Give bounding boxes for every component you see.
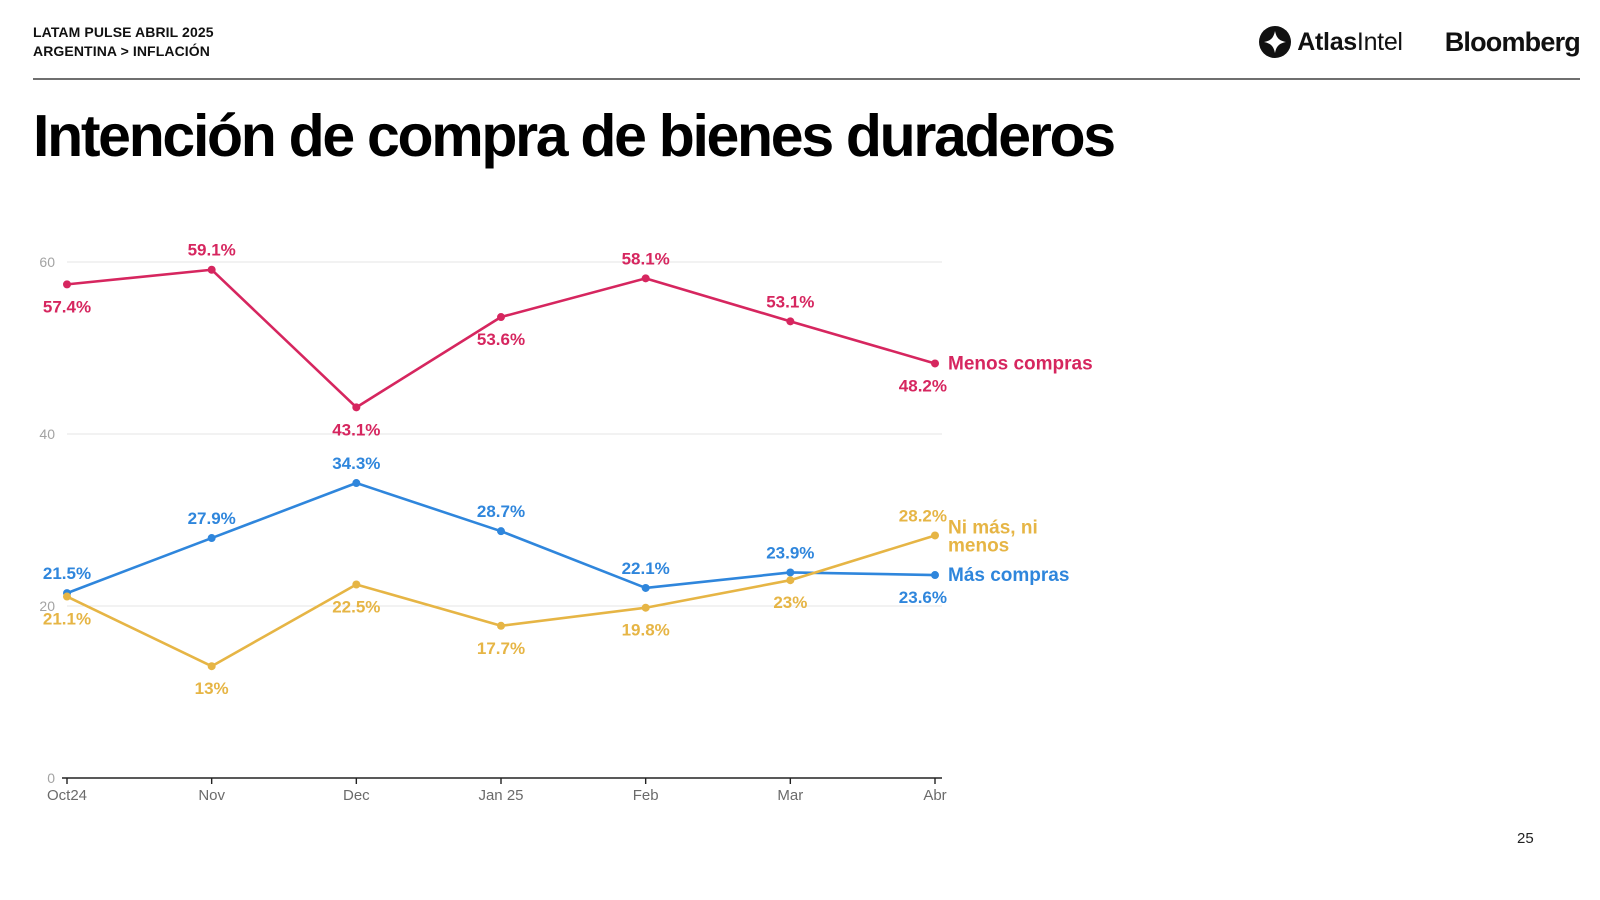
data-label: 19.8% [622, 621, 670, 640]
data-label: 27.9% [188, 509, 236, 528]
data-point [641, 583, 650, 592]
page-title: Intención de compra de bienes duraderos [33, 103, 1116, 169]
x-tick-label: Dec [343, 787, 370, 804]
data-point [352, 403, 361, 412]
data-point [207, 265, 216, 274]
data-point [497, 621, 505, 630]
data-point [641, 274, 650, 283]
data-label: 21.1% [43, 610, 91, 629]
x-tick-label: Oct24 [47, 787, 87, 804]
data-label: 13% [195, 679, 229, 698]
data-point [786, 568, 795, 577]
series-label-line1: Ni más, ni [948, 517, 1038, 538]
atlasintel-mark-icon [1259, 26, 1292, 58]
x-tick-label: Mar [777, 787, 803, 804]
report-title: LATAM PULSE ABRIL 2025 [33, 24, 214, 40]
data-label: 43.1% [332, 420, 380, 439]
data-label: 17.7% [477, 639, 525, 658]
data-label: 23% [773, 593, 807, 612]
data-point [207, 662, 216, 671]
series-label-line2: menos [948, 535, 1009, 556]
y-tick-label: 0 [47, 770, 55, 786]
data-label: 28.7% [477, 502, 525, 521]
data-label: 22.1% [622, 559, 670, 578]
data-label: 21.5% [43, 564, 91, 583]
data-point [641, 603, 650, 612]
breadcrumb: ARGENTINA > INFLACIÓN [33, 43, 210, 59]
x-tick-label: Feb [633, 787, 659, 804]
y-tick-label: 20 [39, 598, 55, 614]
data-point [352, 479, 361, 488]
data-point [352, 580, 361, 589]
data-label: 59.1% [188, 241, 236, 260]
data-point [63, 592, 71, 601]
data-label: 53.1% [766, 292, 814, 311]
x-tick-label: Jan 25 [478, 787, 523, 804]
report-header: LATAM PULSE ABRIL 2025 ARGENTINA > INFLA… [33, 22, 1581, 80]
bloomberg-logo: Bloomberg [1444, 26, 1581, 57]
data-label: 57.4% [43, 297, 91, 316]
data-point [931, 531, 939, 540]
data-point [207, 534, 216, 543]
data-point [497, 527, 505, 536]
data-label: 23.9% [766, 543, 814, 562]
series-label: Más compras [948, 565, 1069, 586]
data-point [931, 571, 939, 580]
y-tick-label: 60 [39, 254, 55, 270]
data-label: 28.2% [899, 506, 947, 525]
atlasintel-wordmark: AtlasIntel [1297, 27, 1403, 56]
data-point [497, 313, 505, 322]
data-label: 48.2% [899, 376, 947, 395]
page-number: 25 [1517, 830, 1534, 847]
data-point [786, 317, 795, 326]
data-label: 34.3% [332, 454, 380, 473]
x-tick-label: Nov [198, 787, 225, 804]
data-point [786, 576, 795, 585]
logos: AtlasIntel Bloomberg [1259, 22, 1581, 62]
data-point [63, 280, 71, 289]
data-point [931, 359, 939, 368]
y-tick-label: 40 [39, 426, 55, 442]
data-label: 53.6% [477, 330, 525, 349]
atlasintel-logo: AtlasIntel [1259, 26, 1403, 58]
x-tick-label: Abr [923, 787, 946, 804]
data-label: 23.6% [899, 588, 947, 607]
data-label: 22.5% [332, 598, 380, 617]
data-label: 58.1% [622, 249, 670, 268]
series-label: Menos compras [948, 353, 1093, 374]
